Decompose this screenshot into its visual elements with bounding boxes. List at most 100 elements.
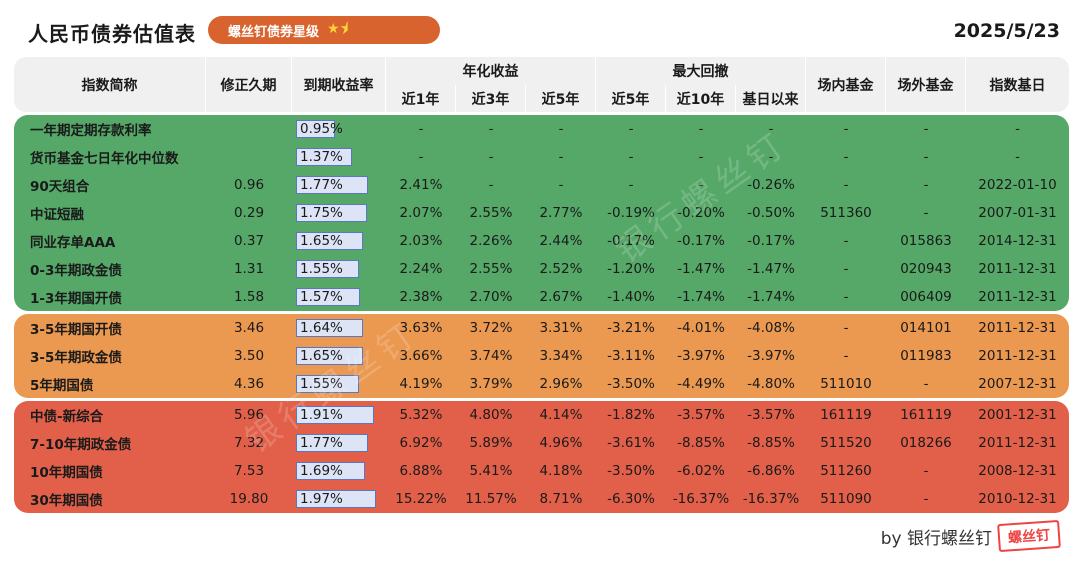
ytm-bar <box>296 319 363 337</box>
cell-drawdown-10y: -6.02% <box>666 457 736 485</box>
cell-base-date: - <box>966 115 1069 143</box>
cell-index-name: 0-3年期政金债 <box>14 255 206 283</box>
cell-ytm: 1.97% <box>292 485 386 513</box>
ytm-value: 0.95% <box>300 121 343 137</box>
cell-annual-1y: 2.41% <box>386 171 456 199</box>
cell-ytm: 1.37% <box>292 143 386 171</box>
header-drawdown-10y: 近10年 <box>666 85 736 112</box>
cell-annual-5y: 2.96% <box>526 370 596 398</box>
cell-offsite-fund: 018266 <box>886 429 966 457</box>
cell-drawdown-5y: -3.61% <box>596 429 666 457</box>
ytm-bar <box>296 260 359 278</box>
valuation-table: 指数简称 修正久期 到期收益率 年化收益 最大回撤 场内基金 场外基金 指数基日… <box>14 57 1069 513</box>
cell-base-date: 2011-12-31 <box>966 314 1069 342</box>
cell-offsite-fund: 011983 <box>886 342 966 370</box>
cell-offsite-fund: - <box>886 171 966 199</box>
header-drawdown-5y: 近5年 <box>596 85 666 112</box>
cell-annual-3y: 11.57% <box>456 485 526 513</box>
ytm-bar <box>296 148 352 166</box>
cell-base-date: 2010-12-31 <box>966 485 1069 513</box>
cell-annual-1y: 2.24% <box>386 255 456 283</box>
cell-annual-5y: - <box>526 115 596 143</box>
cell-drawdown-5y: -6.30% <box>596 485 666 513</box>
cell-offsite-fund: 020943 <box>886 255 966 283</box>
cell-base-date: 2007-12-31 <box>966 370 1069 398</box>
ytm-value: 1.77% <box>300 177 343 193</box>
cell-drawdown-10y: -0.17% <box>666 227 736 255</box>
cell-annual-1y: 6.88% <box>386 457 456 485</box>
ytm-value: 1.69% <box>300 463 343 479</box>
cell-annual-3y: 3.79% <box>456 370 526 398</box>
cell-annual-1y: 2.03% <box>386 227 456 255</box>
star-rating-icon: ★⯨ <box>327 21 349 37</box>
cell-duration: 7.32 <box>206 429 292 457</box>
ytm-value: 1.55% <box>300 261 343 277</box>
ytm-value: 1.97% <box>300 491 343 507</box>
ytm-bar <box>296 176 368 194</box>
cell-drawdown-5y: -1.20% <box>596 255 666 283</box>
cell-onsite-fund: - <box>806 171 886 199</box>
cell-drawdown-all: -4.80% <box>736 370 806 398</box>
cell-duration: 0.29 <box>206 199 292 227</box>
ytm-value: 1.77% <box>300 435 343 451</box>
cell-annual-3y: 2.55% <box>456 255 526 283</box>
cell-drawdown-10y: - <box>666 171 736 199</box>
rating-badge-label: 螺丝钉债券星级 <box>228 24 320 40</box>
cell-onsite-fund: 511090 <box>806 485 886 513</box>
cell-index-name: 10年期国债 <box>14 457 206 485</box>
header-annual-group: 年化收益 <box>386 57 596 85</box>
cell-ytm: 1.55% <box>292 370 386 398</box>
cell-annual-5y: 2.52% <box>526 255 596 283</box>
cell-duration <box>206 115 292 143</box>
table-row: 中证短融 0.29 1.75% 2.07% 2.55% 2.77% -0.19% -0.20%… <box>14 199 1069 227</box>
cell-index-name: 货币基金七日年化中位数 <box>14 143 206 171</box>
cell-ytm: 1.57% <box>292 283 386 311</box>
cell-annual-3y: 2.26% <box>456 227 526 255</box>
cell-drawdown-10y: -4.49% <box>666 370 736 398</box>
cell-annual-1y: 15.22% <box>386 485 456 513</box>
cell-onsite-fund: 511360 <box>806 199 886 227</box>
cell-annual-3y: 4.80% <box>456 401 526 429</box>
cell-drawdown-5y: -1.40% <box>596 283 666 311</box>
cell-drawdown-all: - <box>736 115 806 143</box>
cell-annual-3y: - <box>456 143 526 171</box>
cell-offsite-fund: - <box>886 485 966 513</box>
cell-drawdown-5y: -3.50% <box>596 457 666 485</box>
table-row: 7-10年期政金债 7.32 1.77% 6.92% 5.89% 4.96% -3.61% -… <box>14 429 1069 457</box>
table-row: 1-3年期国开债 1.58 1.57% 2.38% 2.70% 2.67% -1.40% -1… <box>14 283 1069 311</box>
cell-drawdown-all: -8.85% <box>736 429 806 457</box>
cell-annual-1y: 3.63% <box>386 314 456 342</box>
cell-drawdown-5y: - <box>596 143 666 171</box>
footer: by 银行螺丝钉 螺丝钉 <box>881 519 1061 553</box>
ytm-bar <box>296 120 335 138</box>
cell-annual-3y: 3.74% <box>456 342 526 370</box>
cell-duration: 1.58 <box>206 283 292 311</box>
cell-index-name: 7-10年期政金债 <box>14 429 206 457</box>
cell-index-name: 同业存单AAA <box>14 227 206 255</box>
table-row: 同业存单AAA 0.37 1.65% 2.03% 2.26% 2.44% -0.17% -0.… <box>14 227 1069 255</box>
cell-offsite-fund: - <box>886 370 966 398</box>
cell-drawdown-all: -16.37% <box>736 485 806 513</box>
cell-drawdown-all: -0.26% <box>736 171 806 199</box>
cell-drawdown-5y: - <box>596 115 666 143</box>
cell-drawdown-all: -1.47% <box>736 255 806 283</box>
header-duration: 修正久期 <box>206 57 292 112</box>
cell-onsite-fund: 511520 <box>806 429 886 457</box>
cell-annual-5y: 4.96% <box>526 429 596 457</box>
cell-annual-5y: 3.31% <box>526 314 596 342</box>
table-row: 5年期国债 4.36 1.55% 4.19% 3.79% 2.96% -3.50% -4.49… <box>14 370 1069 398</box>
cell-duration <box>206 143 292 171</box>
cell-base-date: 2008-12-31 <box>966 457 1069 485</box>
cell-onsite-fund: - <box>806 255 886 283</box>
cell-ytm: 1.65% <box>292 342 386 370</box>
table-row: 一年期定期存款利率 0.95% - - - - - - - - - <box>14 115 1069 143</box>
ytm-value: 1.91% <box>300 407 343 423</box>
header-onsite: 场内基金 <box>806 57 886 112</box>
table-row: 10年期国债 7.53 1.69% 6.88% 5.41% 4.18% -3.50% -6.0… <box>14 457 1069 485</box>
cell-ytm: 1.55% <box>292 255 386 283</box>
cell-index-name: 中债-新综合 <box>14 401 206 429</box>
cell-offsite-fund: - <box>886 199 966 227</box>
table-row: 0-3年期政金债 1.31 1.55% 2.24% 2.55% 2.52% -1.20% -1… <box>14 255 1069 283</box>
cell-drawdown-all: -1.74% <box>736 283 806 311</box>
cell-base-date: 2011-12-31 <box>966 429 1069 457</box>
